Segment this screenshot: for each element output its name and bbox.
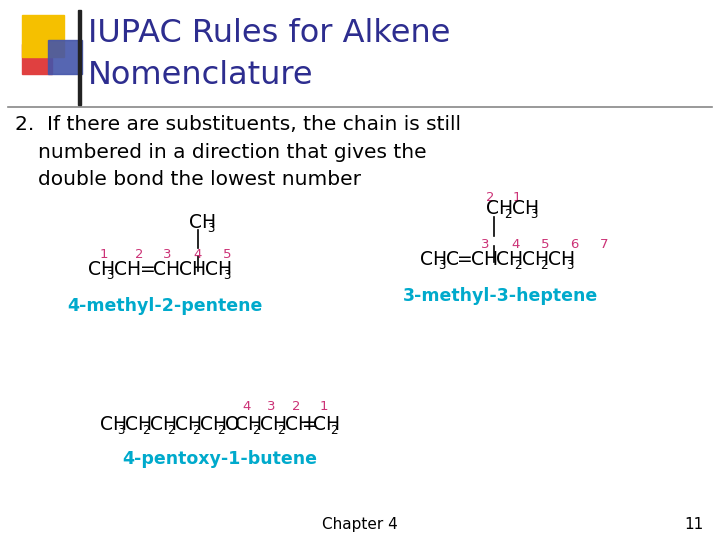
Text: CH: CH: [512, 199, 539, 218]
Text: Nomenclature: Nomenclature: [88, 60, 314, 91]
Text: 2: 2: [504, 208, 511, 221]
Text: CH: CH: [88, 260, 115, 279]
Text: CH: CH: [285, 415, 312, 434]
Text: CH: CH: [548, 250, 575, 269]
Text: 5: 5: [541, 238, 549, 251]
Bar: [22, 15, 64, 57]
Text: 2: 2: [330, 424, 338, 437]
Text: double bond the lowest number: double bond the lowest number: [38, 170, 361, 189]
Text: CH: CH: [260, 415, 287, 434]
Text: CH: CH: [153, 260, 180, 279]
Text: 3: 3: [106, 269, 113, 282]
Text: numbered in a direction that gives the: numbered in a direction that gives the: [38, 143, 427, 162]
Bar: [48, 40, 82, 74]
Text: =: =: [302, 415, 318, 434]
Text: 2: 2: [514, 259, 521, 272]
Text: 2: 2: [142, 424, 150, 437]
Text: 2.  If there are substituents, the chain is still: 2. If there are substituents, the chain …: [15, 115, 461, 134]
Text: CH: CH: [114, 260, 141, 279]
Text: 4: 4: [242, 400, 251, 413]
Text: CH: CH: [150, 415, 177, 434]
Text: 3: 3: [530, 208, 537, 221]
Text: CH: CH: [313, 415, 340, 434]
Text: IUPAC Rules for Alkene: IUPAC Rules for Alkene: [88, 18, 451, 49]
Text: CH: CH: [125, 415, 152, 434]
Text: 3: 3: [163, 248, 171, 261]
Text: Chapter 4: Chapter 4: [322, 517, 398, 532]
Text: =: =: [457, 250, 473, 269]
Text: 1: 1: [320, 400, 328, 413]
Text: CH: CH: [486, 199, 513, 218]
Text: 1: 1: [100, 248, 109, 261]
Text: 2: 2: [486, 191, 495, 204]
Text: 2: 2: [217, 424, 225, 437]
Text: 2: 2: [192, 424, 199, 437]
Text: CH: CH: [471, 250, 498, 269]
Text: 11: 11: [685, 517, 704, 532]
Text: 1: 1: [513, 191, 521, 204]
Text: 3: 3: [438, 259, 446, 272]
Text: CH: CH: [200, 415, 227, 434]
Text: 3: 3: [223, 269, 230, 282]
Text: =: =: [140, 260, 156, 279]
Text: 6: 6: [570, 238, 578, 251]
Text: 2: 2: [292, 400, 300, 413]
Text: 3-methyl-3-heptene: 3-methyl-3-heptene: [402, 287, 598, 305]
Text: 2: 2: [167, 424, 174, 437]
Text: CH: CH: [175, 415, 202, 434]
Text: CH: CH: [205, 260, 232, 279]
Text: CH: CH: [189, 213, 216, 232]
Text: 4: 4: [511, 238, 519, 251]
Text: 4-pentoxy-1-butene: 4-pentoxy-1-butene: [122, 450, 318, 468]
Text: CH: CH: [235, 415, 262, 434]
Text: 2: 2: [135, 248, 143, 261]
Text: 3: 3: [481, 238, 490, 251]
Text: CH: CH: [100, 415, 127, 434]
Text: 2: 2: [252, 424, 259, 437]
Text: O: O: [225, 415, 240, 434]
Text: 3: 3: [117, 424, 125, 437]
Text: 5: 5: [223, 248, 232, 261]
Text: 7: 7: [600, 238, 608, 251]
Bar: [78, 10, 81, 105]
Text: 3: 3: [267, 400, 276, 413]
Text: 2: 2: [277, 424, 284, 437]
Text: 3: 3: [566, 259, 573, 272]
Text: 2: 2: [540, 259, 547, 272]
Bar: [22, 44, 52, 74]
Text: C: C: [446, 250, 459, 269]
Text: 4: 4: [193, 248, 202, 261]
Text: 4-methyl-2-pentene: 4-methyl-2-pentene: [67, 297, 263, 315]
Text: CH: CH: [522, 250, 549, 269]
Text: CH: CH: [496, 250, 523, 269]
Text: CH: CH: [420, 250, 447, 269]
Text: 3: 3: [207, 222, 215, 235]
Text: CH: CH: [179, 260, 206, 279]
